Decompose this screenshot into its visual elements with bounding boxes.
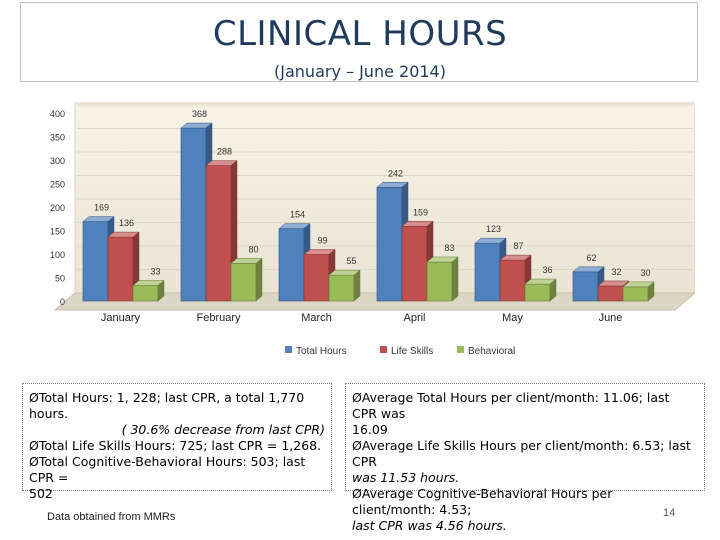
y-tick-label: 0 — [60, 297, 65, 307]
data-label: 36 — [542, 265, 552, 275]
bar-behavioral-june — [622, 281, 655, 302]
bar-front — [426, 261, 453, 302]
y-tick-label: 50 — [55, 274, 65, 284]
bar-front — [230, 263, 257, 302]
bar-front — [278, 228, 305, 302]
data-label: 62 — [586, 253, 596, 263]
bar-side — [549, 278, 557, 302]
y-tick-label: 250 — [50, 180, 65, 190]
legend-label: Life Skills — [391, 346, 433, 357]
category-label: April — [403, 312, 425, 324]
y-tick-label: 150 — [50, 227, 65, 237]
title-banner — [20, 2, 698, 82]
bar-front — [499, 259, 526, 302]
bar-front — [622, 286, 649, 302]
data-label: 136 — [119, 218, 134, 228]
avg-behavioral-note: ØAverage Cognitive-Behavioral Hours per … — [352, 486, 613, 517]
bar-front — [180, 127, 207, 302]
category-label: June — [599, 312, 623, 324]
bar-side — [451, 256, 459, 302]
y-tick-label: 400 — [50, 109, 65, 119]
avg-life-skills-note: ØAverage Life Skills Hours per client/mo… — [352, 438, 691, 469]
category-label: February — [196, 312, 241, 324]
bar-front — [524, 283, 551, 302]
y-tick-label: 350 — [50, 133, 65, 143]
category-label: March — [301, 312, 332, 324]
bar-front — [401, 225, 428, 302]
data-label: 32 — [611, 267, 621, 277]
data-label: 87 — [513, 241, 523, 251]
bar-behavioral-january — [132, 279, 165, 302]
legend-item: Total Hours — [285, 346, 347, 357]
data-label: 368 — [192, 109, 207, 119]
bar-life-skills-february — [205, 160, 238, 302]
bar-side — [647, 281, 655, 302]
bar-front — [107, 236, 134, 302]
bar-side — [255, 257, 263, 302]
source-note: Data obtained from MMRs — [47, 511, 176, 523]
legend-item: Life Skills — [380, 346, 433, 357]
slide-title: CLINICAL HOURS — [212, 14, 508, 54]
avg-behavioral-note-cont: last CPR was 4.56 hours. — [352, 518, 507, 533]
data-label: 123 — [486, 224, 501, 234]
avg-total-note-cont: 16.09 — [352, 422, 388, 437]
bar-life-skills-january — [107, 231, 140, 302]
data-label: 242 — [388, 168, 403, 178]
avg-total-note: ØAverage Total Hours per client/month: 1… — [352, 390, 670, 421]
summary-totals-box: ØTotal Hours: 1, 228; last CPR, a total … — [22, 383, 332, 501]
data-label: 33 — [150, 266, 160, 276]
summary-averages-box: ØAverage Total Hours per client/month: 1… — [345, 383, 705, 533]
behavioral-total-note-cont: 502 — [29, 486, 53, 501]
y-tick-label: 200 — [50, 203, 65, 213]
data-label: 169 — [94, 203, 109, 213]
y-tick-label: 300 — [50, 156, 65, 166]
legend-swatch — [457, 346, 464, 353]
data-label: 83 — [444, 243, 454, 253]
bar-behavioral-may — [524, 278, 557, 302]
legend-swatch — [285, 346, 292, 353]
y-tick-label: 100 — [50, 250, 65, 260]
avg-life-skills-note-cont: was 11.53 hours. — [352, 470, 460, 485]
bar-front — [376, 186, 403, 302]
bar-front — [205, 165, 232, 302]
data-label: 159 — [413, 207, 428, 217]
category-label: May — [502, 312, 523, 324]
bar-behavioral-march — [328, 269, 361, 302]
life-skills-total-note: ØTotal Life Skills Hours: 725; last CPR … — [29, 438, 322, 453]
bar-front — [597, 285, 624, 302]
legend-label: Behavioral — [468, 346, 515, 357]
bar-side — [353, 269, 361, 302]
data-label: 30 — [640, 268, 650, 278]
page-number: 14 — [663, 507, 676, 519]
bar-front — [132, 285, 159, 302]
decrease-note: ( 30.6% decrease from last CPR) — [121, 422, 325, 437]
legend-swatch — [380, 346, 387, 353]
category-label: January — [101, 312, 141, 324]
bar-side — [157, 279, 165, 302]
data-label: 154 — [290, 210, 305, 220]
bar-front — [474, 242, 501, 302]
bar-front — [572, 271, 599, 302]
slide-subtitle: (January – June 2014) — [274, 62, 446, 81]
data-label: 288 — [217, 147, 232, 157]
bar-behavioral-february — [230, 257, 263, 302]
behavioral-total-note: ØTotal Cognitive-Behavioral Hours: 503; … — [29, 454, 306, 485]
clinical-hours-chart: 0 50 100 150 200 250 300 350 400 169 136 33 368 288 8… — [25, 95, 697, 385]
bar-front — [82, 221, 109, 302]
total-hours-note: ØTotal Hours: 1, 228; last CPR, a total … — [29, 390, 305, 421]
bar-front — [328, 274, 355, 302]
data-label: 99 — [317, 235, 327, 245]
legend-label: Total Hours — [296, 346, 347, 357]
data-label: 55 — [346, 256, 356, 266]
bar-behavioral-april — [426, 256, 459, 302]
legend-item: Behavioral — [457, 346, 515, 357]
bar-front — [303, 254, 330, 302]
data-label: 80 — [248, 244, 258, 254]
